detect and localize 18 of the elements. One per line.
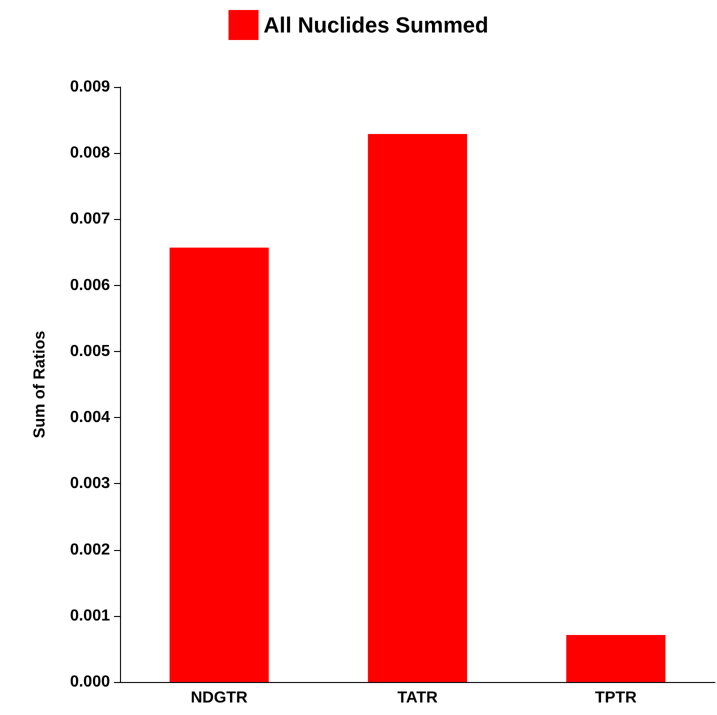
x-tick-label: NDGTR bbox=[190, 690, 248, 706]
y-tick-label: 0.008 bbox=[70, 144, 110, 162]
legend-label: All Nuclides Summed bbox=[264, 12, 488, 38]
bar bbox=[368, 134, 468, 682]
y-tick-label: 0.002 bbox=[70, 541, 110, 558]
y-tick-label: 0.004 bbox=[70, 409, 110, 426]
y-tick-label: 0.000 bbox=[70, 674, 110, 690]
x-tick-label: TPTR bbox=[594, 690, 638, 706]
bar bbox=[566, 635, 666, 682]
y-axis-title: Sum of Ratios bbox=[32, 330, 48, 438]
y-tick-label: 0.005 bbox=[70, 342, 110, 360]
y-tick-label: 0.009 bbox=[70, 78, 110, 96]
y-tick-label: 0.003 bbox=[70, 475, 110, 492]
y-tick-label: 0.007 bbox=[70, 210, 110, 228]
y-tick-label: 0.001 bbox=[70, 607, 110, 624]
x-tick-label: TATR bbox=[397, 690, 438, 706]
bar bbox=[170, 248, 269, 682]
y-tick-label: 0.006 bbox=[70, 276, 110, 294]
